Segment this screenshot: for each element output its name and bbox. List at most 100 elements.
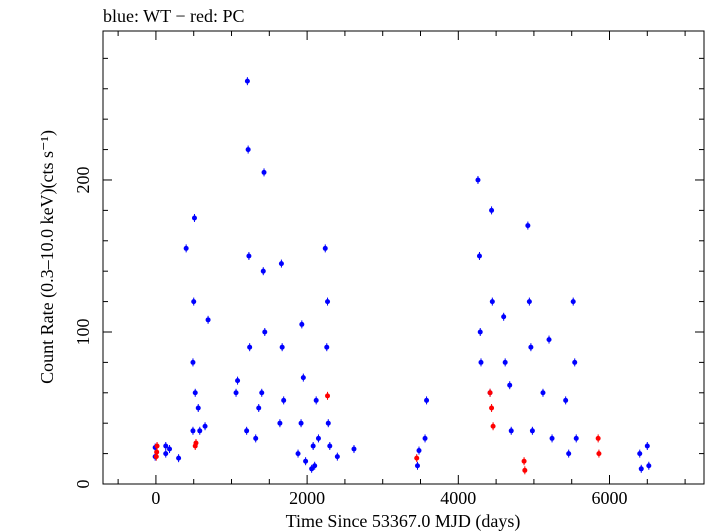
data-point <box>476 253 482 259</box>
data-point <box>309 466 315 472</box>
x-tick-label: 6000 <box>592 488 628 508</box>
data-point <box>526 299 532 305</box>
data-point <box>167 446 173 452</box>
data-point <box>154 449 160 455</box>
data-point <box>507 382 513 388</box>
data-point <box>528 344 534 350</box>
data-point <box>163 443 169 449</box>
data-point <box>525 223 531 229</box>
data-point <box>295 451 301 457</box>
data-point <box>644 443 650 449</box>
data-point <box>154 443 160 449</box>
data-point <box>315 435 321 441</box>
data-point <box>190 359 196 365</box>
data-point <box>572 359 578 365</box>
data-point <box>334 454 340 460</box>
data-point <box>416 448 422 454</box>
data-point <box>183 245 189 251</box>
data-point <box>325 393 331 399</box>
series-pc <box>153 388 602 475</box>
data-point <box>300 375 306 381</box>
data-point <box>422 435 428 441</box>
data-point <box>163 451 169 457</box>
data-point <box>195 405 201 411</box>
data-point <box>490 423 496 429</box>
data-point <box>595 435 601 441</box>
series-wt <box>152 77 652 473</box>
data-point <box>260 268 266 274</box>
data-point <box>563 397 569 403</box>
data-point <box>529 428 535 434</box>
data-point <box>414 455 420 461</box>
data-point <box>566 451 572 457</box>
data-point <box>176 455 182 461</box>
data-point <box>489 405 495 411</box>
data-point <box>508 428 514 434</box>
data-point <box>197 428 203 434</box>
data-point <box>281 397 287 403</box>
data-point <box>424 397 430 403</box>
axis-ticks <box>103 31 704 485</box>
data-point <box>546 337 552 343</box>
data-point <box>489 207 495 213</box>
data-point <box>502 359 508 365</box>
data-point <box>549 435 555 441</box>
data-point <box>190 428 196 434</box>
data-point <box>501 314 507 320</box>
data-point <box>478 359 484 365</box>
data-point <box>247 344 253 350</box>
data-point <box>521 458 527 464</box>
x-tick-label: 0 <box>151 488 160 508</box>
data-point <box>233 390 239 396</box>
data-point <box>638 466 644 472</box>
data-point <box>262 329 268 335</box>
data-point <box>192 390 198 396</box>
data-point <box>202 423 208 429</box>
data-point <box>310 443 316 449</box>
data-point <box>570 299 576 305</box>
data-point <box>573 435 579 441</box>
y-tick-label: 100 <box>73 318 93 345</box>
data-point <box>256 405 262 411</box>
data-point <box>487 390 493 396</box>
data-point <box>299 321 305 327</box>
data-point <box>322 245 328 251</box>
data-point <box>477 329 483 335</box>
data-point <box>244 428 250 434</box>
data-point <box>303 458 309 464</box>
data-point <box>261 169 267 175</box>
data-point <box>414 463 420 469</box>
axis-tick-labels: 0 2000 4000 6000 0 100 200 <box>73 166 628 508</box>
data-point <box>277 420 283 426</box>
data-point <box>279 344 285 350</box>
data-point <box>351 446 357 452</box>
data-point <box>278 261 284 267</box>
data-point <box>253 435 259 441</box>
plot-area-frame <box>102 30 705 485</box>
data-point <box>193 440 199 446</box>
data-point <box>489 299 495 305</box>
data-point <box>646 463 652 469</box>
chart-title: blue: WT − red: PC <box>103 6 244 26</box>
data-point <box>313 397 319 403</box>
data-point <box>325 420 331 426</box>
data-point <box>637 451 643 457</box>
data-point <box>324 344 330 350</box>
x-axis-label: Time Since 53367.0 MJD (days) <box>286 511 521 532</box>
data-point <box>235 378 241 384</box>
data-point <box>540 390 546 396</box>
y-tick-label: 200 <box>73 166 93 193</box>
data-point <box>298 420 304 426</box>
y-tick-label: 0 <box>73 480 93 489</box>
data-point <box>259 390 265 396</box>
data-point <box>596 451 602 457</box>
data-point <box>327 443 333 449</box>
data-point <box>522 467 528 473</box>
data-point <box>244 78 250 84</box>
y-axis-label: Count Rate (0.3–10.0 keV)(cts s⁻¹) <box>37 130 58 384</box>
data-point <box>312 463 318 469</box>
data-series <box>152 77 652 475</box>
data-point <box>325 299 331 305</box>
data-point <box>246 253 252 259</box>
